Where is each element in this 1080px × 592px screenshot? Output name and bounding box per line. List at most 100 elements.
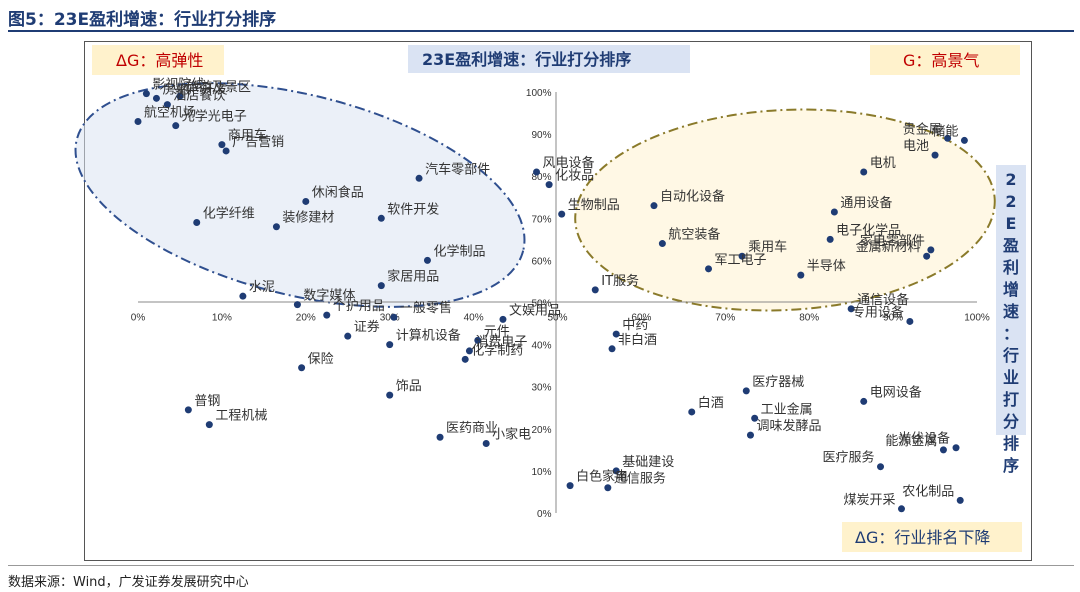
data-point (172, 122, 180, 130)
data-point-label: 农化制品 (902, 484, 954, 499)
x-tick-label: 40% (464, 313, 484, 324)
y-tick-label: 0% (537, 509, 552, 520)
data-point-label: 风电设备 (543, 155, 595, 171)
data-point-label: 软件开发 (387, 201, 439, 217)
data-point (830, 208, 838, 216)
data-point (239, 292, 247, 300)
data-point (474, 336, 482, 344)
figure-title: 图5：23E盈利增速：行业打分排序 (8, 10, 277, 30)
data-point-label: 能源金属 (885, 433, 937, 449)
x-tick-label: 100% (964, 313, 990, 324)
data-point-label: 休闲食品 (312, 184, 364, 200)
data-point-label: 军工电子 (715, 253, 767, 268)
data-point-label: 家电零部件 (860, 233, 925, 249)
data-point (860, 397, 868, 405)
data-point-label: 专用设备 (852, 304, 904, 320)
data-point-label: 化学制品 (433, 243, 485, 259)
data-point-label: 化妆品 (555, 169, 594, 184)
data-point (591, 286, 599, 294)
label-high-elasticity: ΔG：高弹性 (116, 51, 203, 70)
data-point-label: 生物制品 (568, 198, 620, 213)
data-point-label: 贵金属 (903, 121, 942, 137)
data-point-label: 工业金属 (761, 401, 813, 417)
data-point (134, 117, 142, 125)
x-tick-label: 0% (131, 313, 146, 324)
data-point-label: 通用设备 (840, 195, 892, 211)
data-point (742, 387, 750, 395)
y-tick-label: 90% (531, 130, 551, 141)
ellipse-high-elasticity (74, 82, 526, 308)
label-rank-decline: ΔG：行业排名下降 (855, 528, 990, 547)
data-point-label: 证券 (354, 319, 380, 335)
data-point (566, 482, 574, 490)
data-point (826, 235, 834, 243)
data-point (746, 431, 754, 439)
data-point (436, 433, 444, 441)
x-tick-label: 90% (883, 313, 903, 324)
data-point (545, 181, 553, 189)
data-point (797, 271, 805, 279)
data-point (272, 223, 280, 231)
data-point (923, 252, 931, 260)
title-rule (8, 30, 1074, 32)
data-point (465, 347, 473, 355)
data-point-label: 普钢 (194, 394, 220, 409)
source-rule (8, 565, 1074, 566)
y-tick-label: 40% (531, 341, 551, 352)
data-point (960, 136, 968, 144)
data-point (939, 446, 947, 454)
data-point-label: 元件 (484, 324, 510, 339)
y-tick-label: 60% (531, 256, 551, 267)
data-point (184, 406, 192, 414)
data-point (390, 313, 398, 321)
data-point-label: 通信设备 (857, 292, 909, 308)
data-point (344, 332, 352, 340)
data-point-label: 中药 (622, 318, 648, 333)
data-point-label: 基础建设 (622, 455, 674, 470)
data-point (952, 444, 960, 452)
data-point-label: 水泥 (249, 280, 275, 295)
data-point-label: 工程机械 (215, 409, 267, 424)
data-point-label: 医药商业 (446, 421, 498, 436)
data-point (658, 240, 666, 248)
y-tick-label: 10% (531, 467, 551, 478)
data-point (377, 214, 385, 222)
data-point (423, 256, 431, 264)
y-tick-label: 50% (531, 299, 551, 310)
data-point-label: 电网设备 (870, 384, 922, 400)
data-point (906, 317, 914, 325)
x-tick-label: 20% (296, 313, 316, 324)
data-point (705, 265, 713, 273)
data-point (163, 101, 171, 109)
y-tick-label: 100% (526, 88, 552, 99)
data-point-label: 文娱用品 (509, 303, 561, 318)
data-point-label: 电子化学品 (836, 222, 901, 238)
data-point-label: 化学制药 (471, 342, 523, 358)
data-point (218, 141, 226, 149)
data-point-label: 化学纤维 (203, 206, 255, 222)
y-tick-label: 30% (531, 383, 551, 394)
data-point (612, 330, 620, 338)
data-point (377, 282, 385, 290)
data-point (931, 151, 939, 159)
data-point-label: IT服务 (601, 273, 639, 289)
data-point-label: 消费电子 (475, 335, 527, 350)
data-point-label: 保险 (308, 352, 334, 367)
data-point (499, 315, 507, 323)
data-point (860, 168, 868, 176)
data-point (323, 311, 331, 319)
data-point-label: 旅游及景区 (186, 80, 251, 95)
x-tick-label: 50% (547, 313, 567, 324)
data-point (302, 197, 310, 205)
data-point-label: 个护用品 (333, 299, 385, 314)
x-tick-label: 80% (799, 313, 819, 324)
data-point-label: 白酒 (698, 395, 724, 411)
data-point (650, 202, 658, 210)
data-point (688, 408, 696, 416)
data-point-label: 影视院线 (152, 78, 204, 93)
box-y-title (996, 165, 1026, 435)
data-point (293, 301, 301, 309)
chart-title: 23E盈利增速：行业打分排序 (422, 50, 631, 69)
data-point (944, 134, 952, 142)
data-point-label: 计算机设备 (396, 328, 461, 344)
